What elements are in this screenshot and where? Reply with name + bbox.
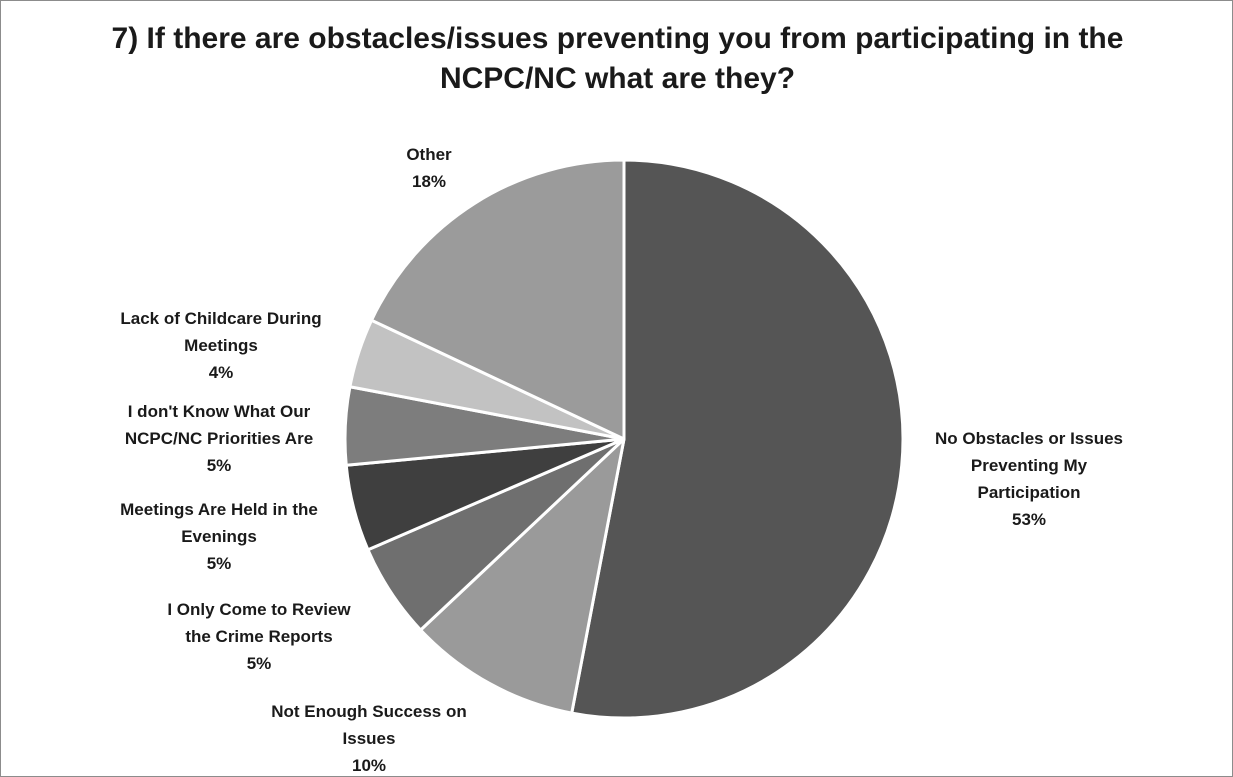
slice-percent-label: 10% [352, 756, 386, 775]
pie-slice [570, 158, 905, 720]
slice-label: Not Enough Success on Issues 10% [271, 702, 467, 775]
pie-slice [419, 437, 626, 715]
slice-percent-label: 5% [207, 554, 232, 573]
slice-labels: No Obstacles or Issues Preventing My Parti… [120, 145, 1123, 775]
slice-percent-label: 18% [412, 172, 446, 191]
chart-title: 7) If there are obstacles/issues prevent… [111, 22, 1124, 95]
pie-slice [370, 158, 626, 441]
slice-label: I don't Know What Our NCPC/NC Priorities … [125, 402, 313, 475]
slice-percent-label: 53% [1012, 510, 1046, 529]
slice-label: Lack of Childcare During Meetings 4% [120, 309, 321, 382]
slice-percent-label: 5% [247, 654, 272, 673]
slice-percent-label: 4% [209, 363, 234, 382]
slice-label: Other 18% [406, 145, 452, 191]
slice-label: I Only Come to Review the Crime Reports 5% [167, 600, 351, 673]
slice-label: Meetings Are Held in the Evenings 5% [120, 500, 318, 573]
slice-percent-label: 5% [207, 456, 232, 475]
slice-label: No Obstacles or Issues Preventing My Parti… [935, 429, 1123, 529]
pie-slices [343, 158, 905, 720]
